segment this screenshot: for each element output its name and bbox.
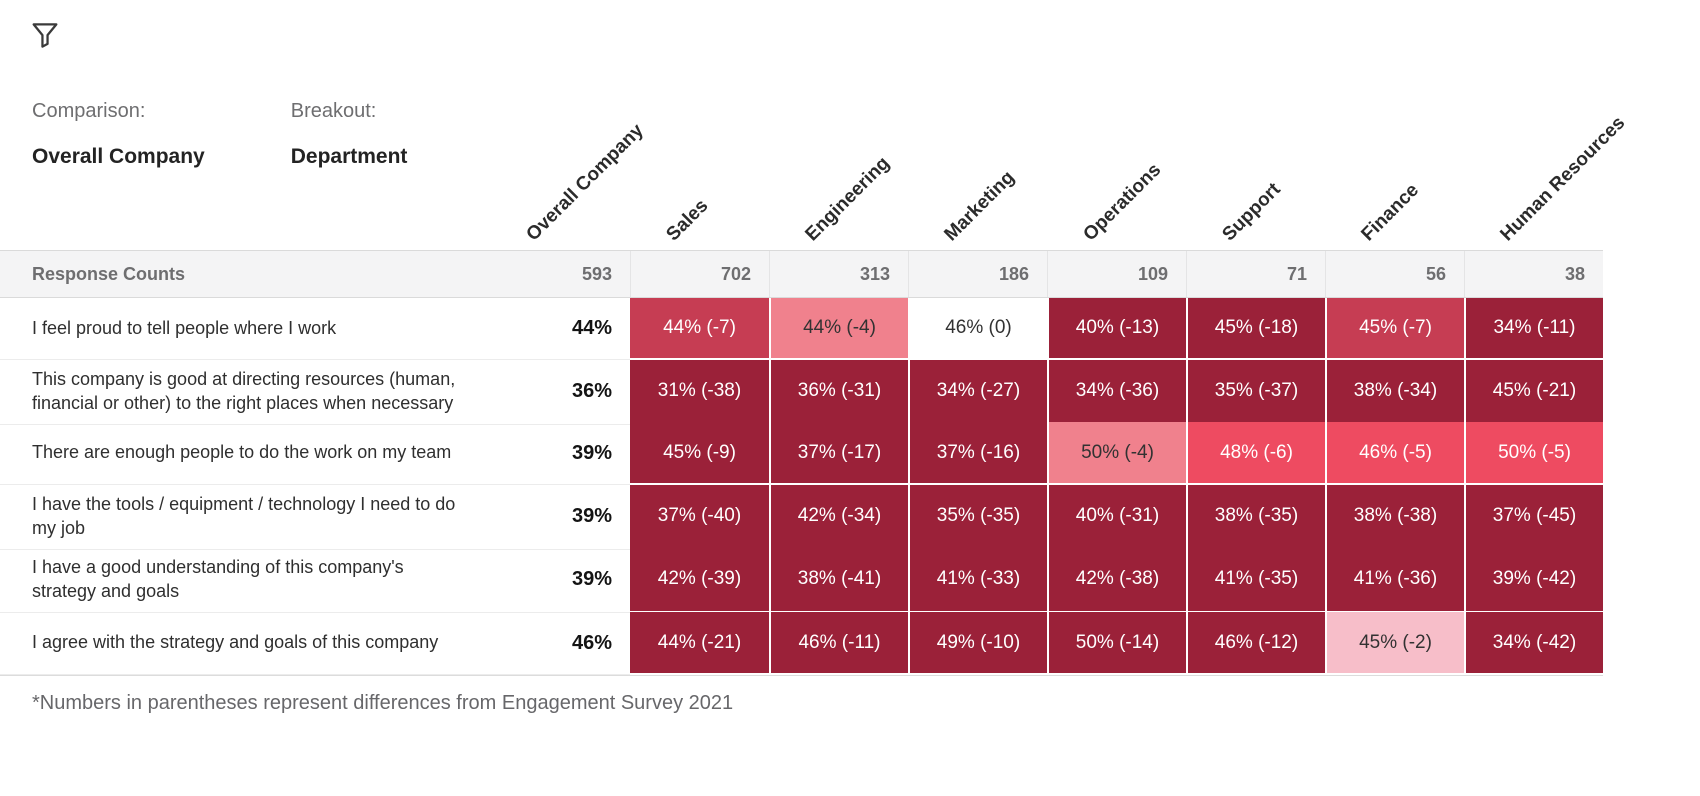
- heatmap-cell: 50% (-4): [1047, 422, 1186, 485]
- heatmap-cell: 44% (-7): [630, 298, 769, 360]
- heatmap-cell: 46% (-5): [1325, 422, 1464, 485]
- comparison-label: Comparison:: [32, 100, 146, 122]
- heatmap-cell: 50% (-14): [1047, 612, 1186, 675]
- heatmap-cell: 49% (-10): [908, 612, 1047, 675]
- table-row: I have a good understanding of this comp…: [0, 548, 1603, 613]
- heatmap-cell: 34% (-36): [1047, 360, 1186, 425]
- column-header-sales: Sales: [662, 195, 713, 246]
- heatmap-cell: 36% (-31): [769, 360, 908, 425]
- heatmap-cell: 38% (-38): [1325, 485, 1464, 550]
- heatmap-cell: 37% (-17): [769, 422, 908, 485]
- column-header-finance: Finance: [1357, 179, 1424, 246]
- column-header-support: Support: [1218, 178, 1285, 246]
- heatmap-cell: 35% (-35): [908, 485, 1047, 550]
- comparison-control: Comparison: Overall Company: [32, 100, 205, 169]
- footnote: *Numbers in parentheses represent differ…: [32, 692, 734, 714]
- response-count: 56: [1325, 251, 1464, 297]
- response-count: 109: [1047, 251, 1186, 297]
- table-row: This company is good at directing resour…: [0, 360, 1603, 425]
- heatmap-cell: 37% (-40): [630, 485, 769, 550]
- table-row: I have the tools / equipment / technolog…: [0, 485, 1603, 550]
- heatmap-cell: 48% (-6): [1186, 422, 1325, 485]
- column-header-marketing: Marketing: [940, 166, 1019, 246]
- overall-value: 46%: [490, 612, 630, 675]
- heatmap-cell: 40% (-13): [1047, 298, 1186, 360]
- filter-icon[interactable]: [28, 18, 62, 52]
- heatmap-cell: 45% (-21): [1464, 360, 1603, 425]
- widget-controls: Comparison: Overall Company Breakout: De…: [32, 100, 407, 169]
- overall-value: 44%: [490, 298, 630, 360]
- heatmap-cell: 37% (-45): [1464, 485, 1603, 550]
- table-row: There are enough people to do the work o…: [0, 422, 1603, 485]
- heatmap-cell: 42% (-34): [769, 485, 908, 550]
- overall-value: 39%: [490, 422, 630, 485]
- question-label: There are enough people to do the work o…: [0, 422, 490, 485]
- response-count: 702: [630, 251, 769, 297]
- heatmap-cell: 45% (-7): [1325, 298, 1464, 360]
- question-label: I have the tools / equipment / technolog…: [0, 485, 490, 550]
- heatmap-cell: 31% (-38): [630, 360, 769, 425]
- response-count: 71: [1186, 251, 1325, 297]
- column-header-human-resources: Human Resources: [1496, 112, 1630, 246]
- heatmap-cell: 41% (-35): [1186, 548, 1325, 613]
- heatmap-cell: 50% (-5): [1464, 422, 1603, 485]
- question-label: I feel proud to tell people where I work: [0, 298, 490, 360]
- table-row: I agree with the strategy and goals of t…: [0, 612, 1603, 675]
- heatmap-cell: 41% (-33): [908, 548, 1047, 613]
- heatmap-cell: 40% (-31): [1047, 485, 1186, 550]
- response-count: 186: [908, 251, 1047, 297]
- overall-value: 39%: [490, 485, 630, 550]
- column-header-engineering: Engineering: [801, 152, 894, 246]
- table-row: I feel proud to tell people where I work…: [0, 298, 1603, 360]
- heatmap-cell: 34% (-42): [1464, 612, 1603, 675]
- breakout-control: Breakout: Department: [291, 100, 408, 169]
- column-header-operations: Operations: [1079, 159, 1166, 246]
- column-header-overall-company: Overall Company: [522, 119, 648, 246]
- heatmap-cell: 38% (-41): [769, 548, 908, 613]
- heatmap-cell: 34% (-11): [1464, 298, 1603, 360]
- response-count: 38: [1464, 251, 1603, 297]
- heatmap-cell: 42% (-38): [1047, 548, 1186, 613]
- heatmap-cell: 41% (-36): [1325, 548, 1464, 613]
- response-count: 313: [769, 251, 908, 297]
- response-count: 593: [581, 263, 612, 284]
- heatmap-cell: 45% (-18): [1186, 298, 1325, 360]
- heatmap-cell: 46% (-11): [769, 612, 908, 675]
- heatmap-cell: 42% (-39): [630, 548, 769, 613]
- heatmap-cell: 38% (-34): [1325, 360, 1464, 425]
- question-label: I agree with the strategy and goals of t…: [0, 612, 490, 675]
- heatmap-cell: 46% (-12): [1186, 612, 1325, 675]
- question-label: I have a good understanding of this comp…: [0, 548, 490, 613]
- response-counts-row: Response Counts 593 702 313 186 109 71 56 38: [0, 250, 1603, 298]
- heatmap-cell: 46% (0): [908, 298, 1047, 360]
- heatmap-table: Response Counts 593 702 313 186 109 71 56 38 I …: [0, 250, 1603, 676]
- response-counts-label: Response Counts: [32, 263, 186, 284]
- breakout-value: Department: [290, 145, 408, 168]
- heatmap-cell: 38% (-35): [1186, 485, 1325, 550]
- overall-value: 39%: [490, 548, 630, 613]
- breakout-label: Breakout:: [290, 100, 377, 122]
- question-label: This company is good at directing resour…: [0, 360, 490, 425]
- heatmap-cell: 34% (-27): [908, 360, 1047, 425]
- heatmap-cell: 37% (-16): [908, 422, 1047, 485]
- heatmap-cell: 44% (-21): [630, 612, 769, 675]
- widget-header: Comparison: Overall Company Breakout: De…: [0, 0, 1700, 250]
- heatmap-cell: 45% (-9): [630, 422, 769, 485]
- heatmap-cell: 44% (-4): [769, 298, 908, 360]
- heatmap-cell: 39% (-42): [1464, 548, 1603, 613]
- heatmap-cell: 35% (-37): [1186, 360, 1325, 425]
- heatmap-cell: 45% (-2): [1325, 612, 1464, 675]
- comparison-value: Overall Company: [32, 145, 205, 168]
- overall-value: 36%: [490, 360, 630, 425]
